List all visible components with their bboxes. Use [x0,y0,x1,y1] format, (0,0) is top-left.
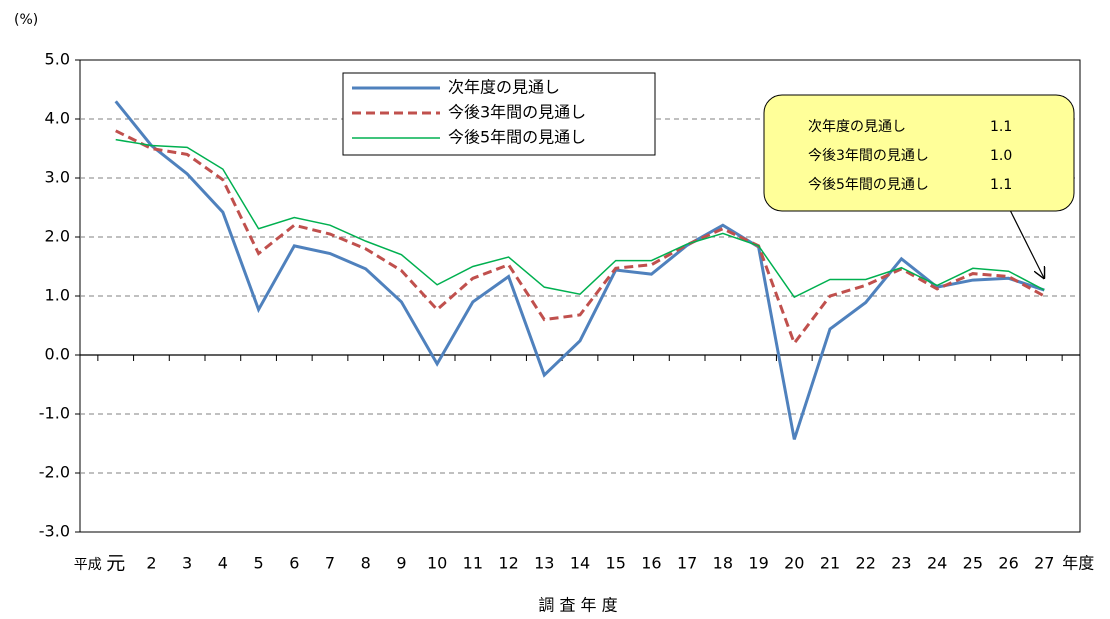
x-tick-label: 2 [146,554,156,573]
callout-box [763,94,1075,212]
x-tick-label: 10 [427,554,447,573]
x-tick-label: 9 [396,554,406,573]
y-tick-label: 0.0 [45,345,70,364]
x-suffix: 年度 [1062,554,1094,573]
x-axis-title: 調 査 年 度 [538,596,617,615]
series-line [114,100,1045,440]
callout-value: 1.0 [990,148,1012,164]
x-tick-label: 23 [891,554,911,573]
x-tick-label: 27 [1034,554,1054,573]
series-line [115,129,1046,347]
legend-label: 今後3年間の見通し [448,103,586,122]
x-tick-label: 15 [606,554,626,573]
x-tick-label: 20 [784,554,804,573]
callout-label: 今後5年間の見通し [808,177,929,193]
x-tick-label: 24 [927,554,947,573]
legend-label: 次年度の見通し [448,78,560,97]
x-tick-label: 22 [856,554,876,573]
y-tick-label: 2.0 [45,227,70,246]
callout-label: 次年度の見通し [808,119,906,135]
legend-label: 今後5年間の見通し [448,128,586,147]
callout-arrow [1009,209,1044,278]
y-tick-label: 4.0 [45,109,70,128]
x-tick-label: 12 [498,554,518,573]
x-tick-label: 元 [106,553,125,575]
y-tick-label: -3.0 [39,522,70,541]
callout-value: 1.1 [990,177,1012,193]
x-tick-label: 4 [218,554,228,573]
x-tick-label: 21 [820,554,840,573]
x-tick-label: 14 [570,554,590,573]
y-tick-label: 1.0 [45,286,70,305]
y-tick-label: 5.0 [45,50,70,69]
x-tick-label: 17 [677,554,697,573]
y-tick-label: -2.0 [39,463,70,482]
x-tick-label: 25 [963,554,983,573]
callout-value: 1.1 [990,119,1012,135]
x-tick-label: 7 [325,554,335,573]
x-tick-label: 6 [289,554,299,573]
x-prefix: 平成 [74,557,102,573]
x-tick-label: 5 [253,554,263,573]
x-tick-label: 19 [748,554,768,573]
x-tick-label: 11 [463,554,483,573]
y-tick-label: -1.0 [39,404,70,423]
x-tick-label: 13 [534,554,554,573]
y-unit: (%) [14,12,38,28]
callout-label: 今後3年間の見通し [808,148,929,164]
x-tick-label: 3 [182,554,192,573]
x-tick-label: 16 [641,554,661,573]
series-line [115,138,1045,299]
y-tick-label: 3.0 [45,168,70,187]
x-tick-label: 18 [713,554,733,573]
x-tick-label: 26 [998,554,1018,573]
x-tick-label: 8 [361,554,371,573]
